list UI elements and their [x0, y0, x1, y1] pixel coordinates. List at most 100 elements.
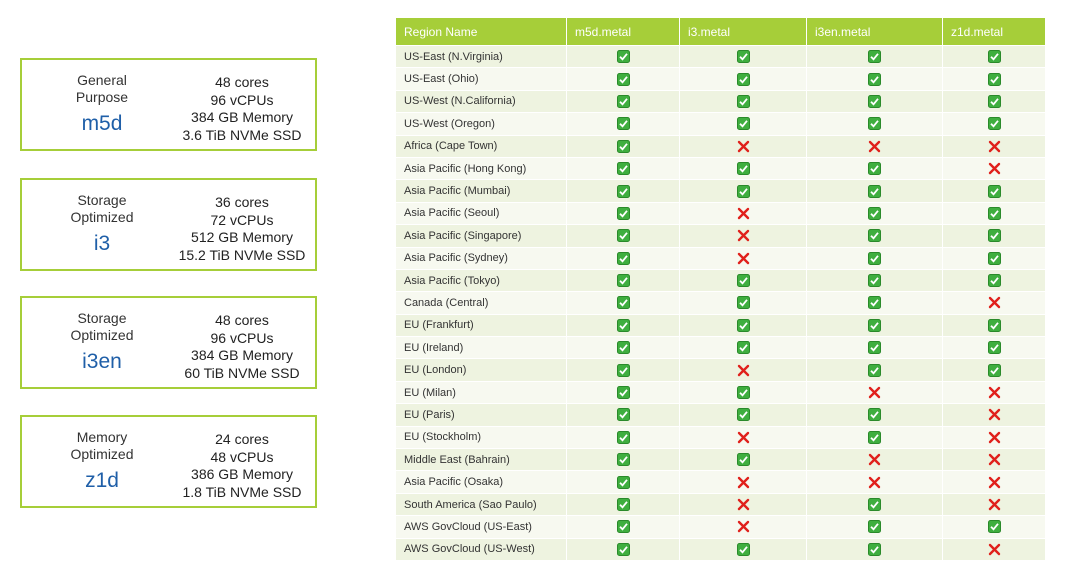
availability-cell: [806, 268, 943, 292]
availability-cell: [566, 358, 680, 382]
region-name: EU (London): [396, 358, 567, 382]
region-name: Asia Pacific (Mumbai): [396, 179, 567, 203]
spec-line: 72 vCPUs: [210, 211, 274, 228]
availability-cell: [566, 179, 680, 203]
availability-cell: [942, 492, 1046, 516]
region-name: Asia Pacific (Hong Kong): [396, 156, 567, 180]
check-icon: [868, 318, 881, 332]
check-icon: [987, 206, 1001, 220]
column-header: m5d.metal: [566, 18, 680, 46]
check-icon: [868, 363, 881, 377]
region-name: Middle East (Bahrain): [396, 448, 567, 471]
availability-cell: [942, 67, 1046, 91]
table-row: Middle East (Bahrain): [396, 448, 1046, 471]
table-row: US-East (N.Virginia): [396, 44, 1046, 68]
availability-cell: [806, 448, 943, 471]
check-icon: [616, 498, 630, 511]
spec-line: 96 vCPUs: [210, 329, 274, 346]
cross-icon: [737, 140, 749, 152]
table-row: Asia Pacific (Seoul): [396, 201, 1046, 225]
column-header: i3.metal: [679, 18, 807, 46]
check-icon: [868, 498, 881, 511]
availability-cell: [679, 134, 807, 158]
region-name: AWS GovCloud (US-East): [396, 515, 567, 539]
availability-cell: [942, 268, 1046, 292]
check-icon: [987, 184, 1001, 198]
table-row: Asia Pacific (Tokyo): [396, 268, 1046, 292]
instance-card: Memory Optimized z1d 24 cores 48 vCPUs 386 G…: [20, 415, 317, 508]
availability-cell: [679, 425, 807, 449]
availability-cell: [942, 112, 1046, 136]
check-icon: [868, 50, 881, 64]
availability-cell: [942, 156, 1046, 180]
availability-cell: [806, 403, 943, 427]
availability-cell: [679, 156, 807, 180]
region-name: EU (Paris): [396, 403, 567, 427]
availability-cell: [806, 336, 943, 359]
check-icon: [616, 139, 630, 153]
check-icon: [736, 386, 750, 400]
check-icon: [736, 72, 750, 86]
check-icon: [616, 542, 630, 556]
availability-cell: [566, 515, 680, 539]
availability-cell: [679, 67, 807, 91]
table-row: Canada (Central): [396, 291, 1046, 315]
availability-cell: [566, 492, 680, 516]
spec-line: 48 cores: [215, 312, 269, 328]
availability-cell: [679, 89, 807, 113]
check-icon: [616, 184, 630, 198]
check-icon: [868, 520, 881, 534]
region-name: AWS GovCloud (US-West): [396, 537, 567, 560]
table-row: EU (Stockholm): [396, 425, 1046, 449]
check-icon: [616, 274, 630, 288]
check-icon: [736, 274, 750, 288]
availability-cell: [566, 537, 680, 560]
cross-icon: [737, 364, 749, 376]
availability-cell: [679, 224, 807, 248]
instance-category: Storage Optimized: [70, 192, 134, 225]
availability-cell: [566, 403, 680, 427]
region-name: US-West (N.California): [396, 89, 567, 113]
availability-cell: [566, 134, 680, 158]
spec-line: 24 cores: [215, 431, 269, 447]
availability-cell: [679, 537, 807, 560]
availability-cell: [806, 380, 943, 404]
instance-name: z1d: [85, 469, 119, 492]
instance-name: i3en: [82, 350, 122, 373]
check-icon: [987, 94, 1001, 108]
check-icon: [868, 94, 881, 108]
availability-cell: [679, 492, 807, 516]
region-name: Asia Pacific (Seoul): [396, 201, 567, 225]
check-icon: [736, 162, 750, 176]
region-name: Canada (Central): [396, 291, 567, 315]
check-icon: [736, 318, 750, 332]
cross-icon: [737, 431, 749, 444]
availability-cell: [942, 291, 1046, 315]
spec-line: 15.2 TiB NVMe SSD: [178, 246, 306, 263]
check-icon: [616, 430, 630, 444]
cross-icon: [988, 386, 1000, 399]
instance-specs: 24 cores 48 vCPUs 386 GB Memory 1.8 TiB NVM…: [157, 431, 327, 501]
availability-cell: [942, 246, 1046, 270]
header-row: Region Name m5d.metal i3.metal i3en.metal z1…: [396, 18, 1046, 46]
availability-cell: [679, 44, 807, 68]
availability-cell: [566, 448, 680, 471]
availability-cell: [942, 224, 1046, 248]
region-name: EU (Ireland): [396, 336, 567, 359]
check-icon: [987, 72, 1001, 86]
check-icon: [868, 542, 881, 556]
check-icon: [987, 318, 1001, 332]
table-row: EU (Milan): [396, 380, 1046, 404]
instance-name: i3: [93, 232, 111, 255]
availability-cell: [679, 515, 807, 539]
check-icon: [616, 117, 630, 131]
table-row: EU (Paris): [396, 403, 1046, 427]
check-icon: [616, 229, 630, 243]
region-name: EU (Milan): [396, 380, 567, 404]
region-name: Asia Pacific (Tokyo): [396, 268, 567, 292]
availability-cell: [566, 246, 680, 270]
check-icon: [987, 117, 1001, 131]
availability-cell: [566, 470, 680, 494]
check-icon: [868, 184, 881, 198]
